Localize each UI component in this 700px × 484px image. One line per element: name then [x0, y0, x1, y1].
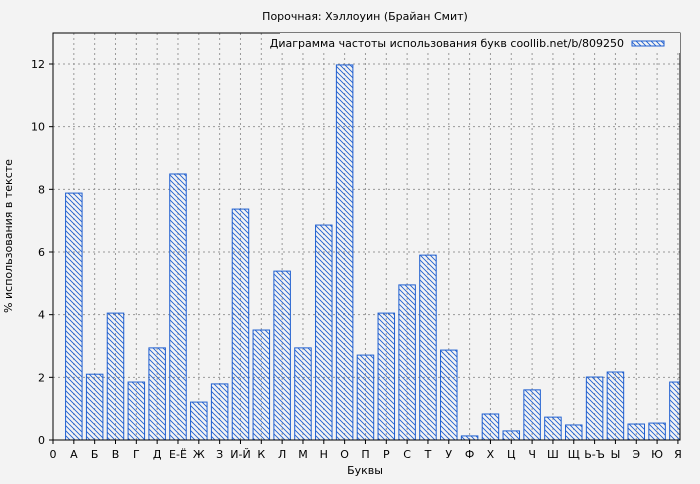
legend-box	[280, 33, 680, 53]
bar	[606, 371, 625, 441]
x-tick-label: 0	[50, 448, 57, 461]
x-tick-label: Ь-Ъ	[584, 448, 605, 461]
x-tick-label: Ц	[507, 448, 516, 461]
x-tick-label: З	[216, 448, 223, 461]
bar	[273, 270, 291, 441]
x-tick-label: Ы	[611, 448, 621, 461]
x-tick-label: О	[340, 448, 349, 461]
x-tick-label: Г	[133, 448, 140, 461]
x-tick-label: Э	[632, 448, 640, 461]
x-tick-label: Е-Ё	[169, 448, 187, 461]
bar	[127, 381, 146, 441]
x-tick-label: Щ	[568, 448, 580, 461]
bar	[210, 383, 229, 441]
legend-swatch	[631, 40, 665, 47]
bar	[398, 284, 416, 441]
bar	[231, 208, 250, 441]
y-tick-label: 12	[31, 58, 45, 71]
bar	[294, 347, 312, 441]
bar	[585, 376, 604, 441]
x-tick-label: П	[361, 448, 369, 461]
x-tick-label: Д	[153, 448, 162, 461]
bar	[335, 64, 354, 441]
bar	[169, 173, 187, 441]
x-tick-label: Ф	[465, 448, 474, 461]
x-tick-label: К	[257, 448, 265, 461]
y-axis: 0 2 4 6 8 10 12	[31, 58, 53, 447]
x-tick-label: Р	[383, 448, 390, 461]
x-tick-label: Н	[320, 448, 328, 461]
x-tick-label: А	[70, 448, 78, 461]
bar	[419, 254, 437, 441]
bar	[190, 401, 208, 441]
x-tick-label: М	[298, 448, 308, 461]
bar	[65, 192, 83, 441]
x-tick-label: Я	[674, 448, 682, 461]
y-tick-label: 4	[38, 309, 45, 322]
y-tick-label: 10	[31, 121, 45, 134]
y-tick-label: 6	[38, 246, 45, 259]
bar	[315, 224, 333, 441]
x-axis-label: Буквы	[347, 464, 383, 477]
x-tick-label: Ж	[193, 448, 205, 461]
y-axis-label: % использования в тексте	[2, 159, 15, 313]
x-tick-label: Ш	[547, 448, 559, 461]
bar	[356, 354, 375, 441]
bar	[648, 422, 666, 441]
bar	[481, 413, 500, 441]
x-tick-label: Х	[487, 448, 495, 461]
bars	[65, 64, 681, 441]
bar	[502, 430, 521, 441]
bar	[460, 435, 479, 441]
bar	[627, 423, 646, 441]
x-tick-label: Л	[278, 448, 286, 461]
x-tick-label: Т	[424, 448, 432, 461]
x-tick-label: С	[403, 448, 411, 461]
bar	[565, 424, 583, 441]
x-tick-label: У	[445, 448, 452, 461]
y-tick-label: 0	[38, 434, 45, 447]
bar	[148, 347, 166, 441]
x-tick-label: Б	[91, 448, 99, 461]
y-tick-label: 8	[38, 183, 45, 196]
bar	[106, 312, 125, 441]
x-tick-label: Ю	[651, 448, 663, 461]
legend-label: Диаграмма частоты использования букв coo…	[270, 37, 624, 50]
x-axis: 0 А Б В Г Д Е-Ё Ж З И-Й К Л М Н О П Р С Т У Ф Х Ц Ч Ш Щ Ь-Ъ Ы Э Ю Я	[50, 440, 682, 461]
x-tick-label: В	[112, 448, 120, 461]
bar	[440, 349, 458, 441]
bar	[523, 389, 541, 441]
x-tick-label: И-Й	[230, 448, 250, 461]
bar	[85, 373, 104, 441]
y-tick-label: 2	[38, 371, 45, 384]
legend: Диаграмма частоты использования букв coo…	[270, 33, 680, 53]
bar	[544, 416, 562, 441]
x-tick-label: Ч	[528, 448, 536, 461]
bar	[252, 329, 271, 441]
bar	[669, 381, 681, 441]
chart-title: Порочная: Хэллоуин (Брайан Смит)	[262, 10, 468, 23]
bar	[377, 312, 396, 441]
